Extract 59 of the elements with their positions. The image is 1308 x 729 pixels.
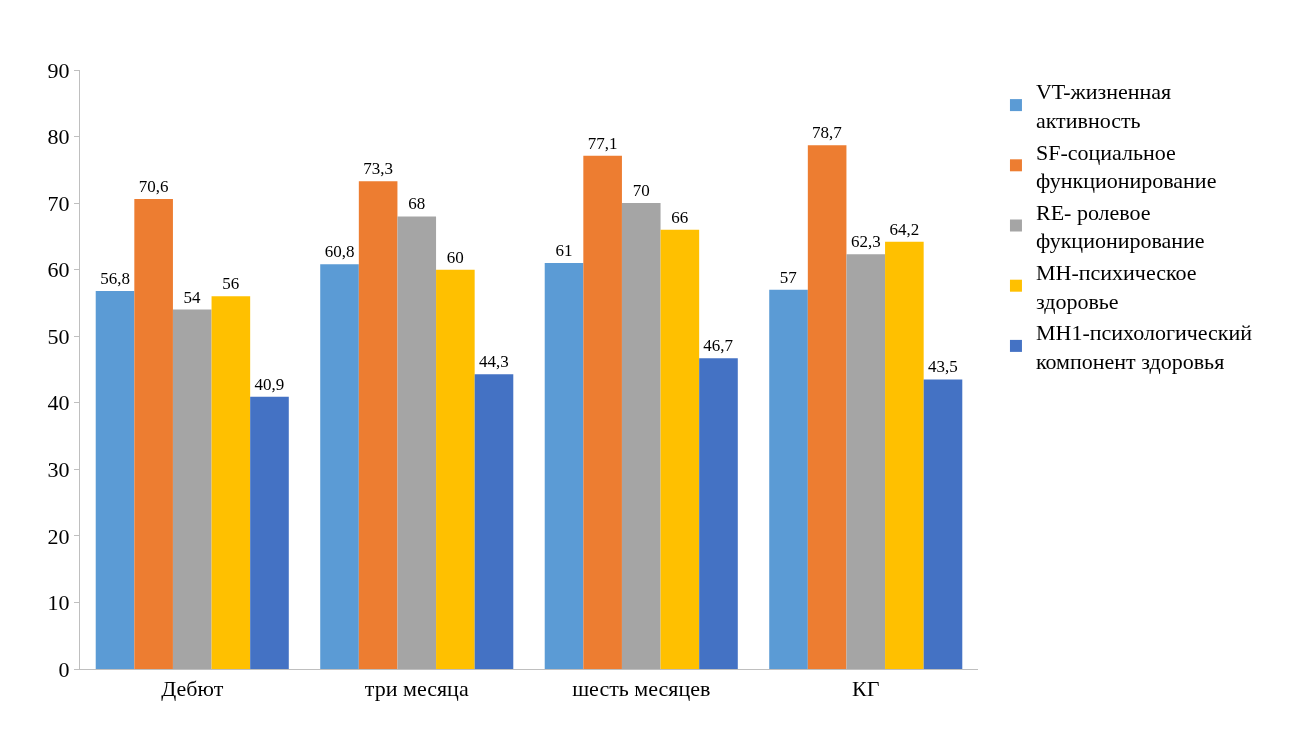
bar (885, 241, 924, 669)
bar (250, 396, 289, 669)
legend-label: MH-психическое здоровье (1035, 259, 1197, 314)
bar (358, 181, 398, 669)
x-tick-label: три месяца (364, 676, 469, 702)
bar (95, 290, 135, 669)
data-label: 56 (222, 274, 240, 294)
data-label: 57 (779, 267, 798, 287)
y-tick-label: 60 (47, 257, 70, 283)
bar (474, 374, 514, 669)
data-label: 70 (632, 181, 650, 201)
bar (621, 203, 661, 669)
bar (583, 155, 622, 669)
data-label: 40,9 (254, 374, 285, 394)
y-tick-label: 90 (47, 57, 70, 83)
y-tick-label: 10 (47, 590, 70, 616)
y-tick-label: 40 (47, 390, 70, 416)
x-tick-label: шесть месяцев (572, 676, 711, 702)
data-label: 56,8 (100, 268, 130, 288)
data-label: 61 (555, 241, 573, 261)
legend-label: MH1-психологический компонент здоровья (1035, 320, 1253, 374)
data-label: 60 (446, 247, 464, 267)
bar (320, 264, 359, 669)
data-label: 60,8 (324, 242, 355, 262)
data-label: 44,3 (479, 352, 509, 372)
y-tick-label: 20 (47, 523, 70, 549)
legend-label: RE- ролевое фукционирование (1035, 199, 1205, 254)
legend-label: VT-жизненная активность (1035, 79, 1172, 133)
bar (660, 229, 700, 669)
data-label: 66 (671, 207, 689, 227)
x-tick-label: Дебют (161, 676, 224, 702)
data-label: 54 (183, 287, 201, 307)
data-label: 46,7 (703, 336, 734, 356)
bar (211, 296, 251, 669)
data-label: 43,5 (928, 357, 958, 377)
data-label: 70,6 (138, 177, 169, 197)
y-tick-label: 80 (47, 124, 70, 150)
y-tick-label: 0 (58, 656, 70, 682)
data-label: 77,1 (587, 133, 618, 153)
data-label: 78,7 (812, 123, 843, 143)
bar (807, 145, 847, 669)
bar (134, 199, 173, 669)
data-label: 64,2 (889, 219, 920, 239)
y-tick-label: 30 (47, 457, 70, 483)
y-tick-label: 50 (47, 323, 70, 349)
data-label: 73,3 (363, 159, 394, 179)
data-label: 62,3 (850, 232, 881, 252)
bar (846, 254, 886, 669)
bar (544, 263, 584, 669)
bar (699, 358, 738, 669)
legend-label: SF-социальное функционирование (1035, 139, 1217, 194)
bar (923, 379, 963, 669)
y-tick-label: 70 (47, 190, 70, 216)
bar (172, 309, 212, 669)
bar (397, 216, 437, 669)
x-tick-label: КГ (852, 676, 880, 702)
data-label: 68 (408, 194, 426, 214)
bar (436, 269, 475, 669)
bar (769, 289, 808, 669)
